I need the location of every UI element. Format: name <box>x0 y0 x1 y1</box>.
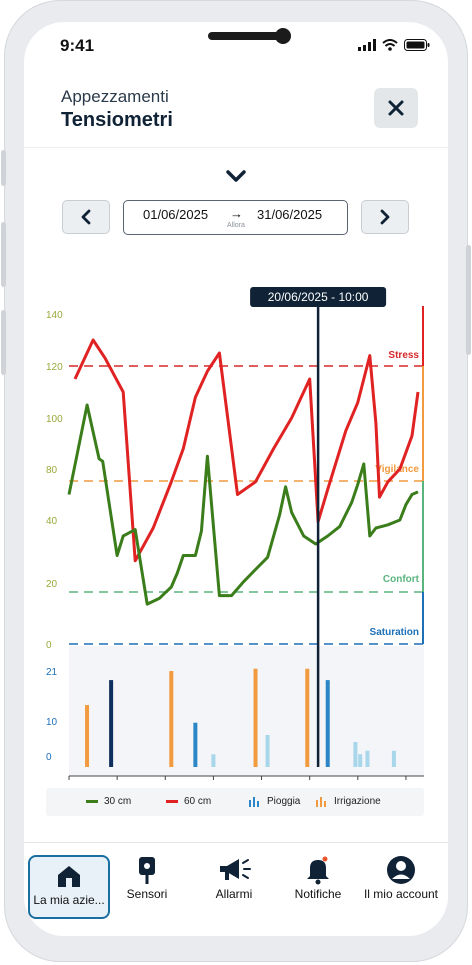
legend-label: Pioggia <box>267 796 301 807</box>
account-icon <box>387 856 415 884</box>
camera <box>275 28 291 44</box>
page-subtitle: Appezzamenti <box>61 87 169 106</box>
legend-item-pioggia[interactable]: Pioggia <box>249 796 300 807</box>
bar-y-tick-label: 10 <box>46 717 58 728</box>
home-icon <box>58 866 80 887</box>
megaphone-icon <box>220 859 251 880</box>
series-line-60cm <box>73 338 420 563</box>
tab-alarms[interactable]: Allarmi <box>204 855 264 919</box>
legend-item-irrigazione[interactable]: Irrigazione <box>316 796 381 807</box>
legend-item-60cm[interactable]: 60 cm <box>166 796 211 807</box>
date-range-selector[interactable]: 01/06/2025 → 31/06/2025 Allora <box>123 200 348 235</box>
bar-pioggia <box>353 742 358 767</box>
line-swatch-icon <box>166 799 178 803</box>
bar-chart-icon <box>249 796 259 807</box>
wifi-icon <box>382 39 398 51</box>
silent-switch <box>1 150 6 186</box>
bar-irrigazione <box>305 668 310 767</box>
tab-label: La mia azie... <box>33 893 105 907</box>
status-icons <box>358 38 430 52</box>
next-period-button[interactable] <box>361 200 409 234</box>
sensor-icon <box>139 857 155 884</box>
tab-my-account[interactable]: Il mio account <box>358 855 444 919</box>
chart-legend: 30 cm 60 cm Pioggia Irrigazione <box>46 788 424 816</box>
screen: 9:41 Appezzamenti Tensiometri <box>24 22 448 936</box>
chevron-left-icon <box>81 209 91 225</box>
y-tick-label: 140 <box>46 310 63 321</box>
page-header: Appezzamenti Tensiometri <box>24 72 448 148</box>
bar-pioggia <box>325 680 330 767</box>
legend-item-30cm[interactable]: 30 cm <box>86 796 131 807</box>
cellular-icon <box>358 39 376 51</box>
threshold-label: Vigilance <box>375 464 419 475</box>
y-tick-label: 120 <box>46 362 63 373</box>
previous-period-button[interactable] <box>62 200 110 234</box>
tab-sensors[interactable]: Sensori <box>117 855 177 919</box>
bar-y-tick-label: 0 <box>46 752 52 763</box>
tab-label: Sensori <box>126 887 168 901</box>
y-tick-label: 0 <box>46 640 52 651</box>
threshold-label: Stress <box>388 350 419 361</box>
tensiometer-chart[interactable]: 1401201008040200StressVigilanceConfortSa… <box>24 262 448 782</box>
date-note: Allora <box>227 222 245 229</box>
tab-label: Il mio account <box>363 887 439 901</box>
page-title: Tensiometri <box>61 109 173 131</box>
bar-irrigazione <box>85 705 90 767</box>
threshold-label: Saturation <box>370 627 419 638</box>
date-start: 01/06/2025 <box>143 207 209 222</box>
bar-irrigazione <box>253 668 258 767</box>
status-time: 9:41 <box>60 36 95 55</box>
bar-pioggia <box>391 750 396 767</box>
tab-my-farm[interactable]: La mia azie... <box>28 855 110 919</box>
y-tick-label: 40 <box>46 516 58 527</box>
chevron-right-icon <box>380 209 390 225</box>
bar-pioggia <box>109 680 114 767</box>
status-bar: 9:41 <box>24 22 448 72</box>
bar-irrigazione <box>169 671 174 767</box>
tab-notifications[interactable]: Notifiche <box>288 855 348 919</box>
bar-pioggia <box>265 735 270 767</box>
volume-down-button <box>1 310 6 375</box>
y-tick-label: 80 <box>46 465 58 476</box>
chevron-down-icon[interactable] <box>224 167 248 185</box>
cursor-label: 20/06/2025 - 10:00 <box>268 290 369 304</box>
speaker-notch <box>208 32 288 40</box>
volume-up-button <box>1 222 6 287</box>
close-icon <box>388 100 404 116</box>
power-button <box>466 245 471 355</box>
date-end: 31/06/2025 <box>257 207 323 222</box>
tab-label: Allarmi <box>215 887 253 901</box>
bar-area-background <box>69 646 424 776</box>
line-swatch-icon <box>86 799 98 803</box>
bell-icon <box>307 856 329 885</box>
threshold-label: Confort <box>383 574 420 585</box>
bar-pioggia <box>193 722 198 767</box>
tab-label: Notifiche <box>294 887 342 901</box>
close-button[interactable] <box>374 88 418 128</box>
cursor-badge <box>250 287 387 307</box>
bar-pioggia <box>365 750 370 767</box>
bar-chart-icon <box>316 796 326 807</box>
bottom-tab-bar: La mia azie... Sensori Allarmi <box>24 842 448 936</box>
y-tick-label: 100 <box>46 414 63 425</box>
bar-pioggia <box>211 754 216 767</box>
bar-pioggia <box>358 754 363 767</box>
bar-y-tick-label: 21 <box>46 667 58 678</box>
legend-label: Irrigazione <box>334 796 381 807</box>
legend-label: 30 cm <box>104 796 132 807</box>
legend-label: 60 cm <box>184 796 212 807</box>
y-tick-label: 20 <box>46 579 58 590</box>
battery-icon <box>404 39 430 51</box>
series-line-30cm <box>67 403 419 606</box>
arrow-right-icon: → <box>230 206 243 221</box>
